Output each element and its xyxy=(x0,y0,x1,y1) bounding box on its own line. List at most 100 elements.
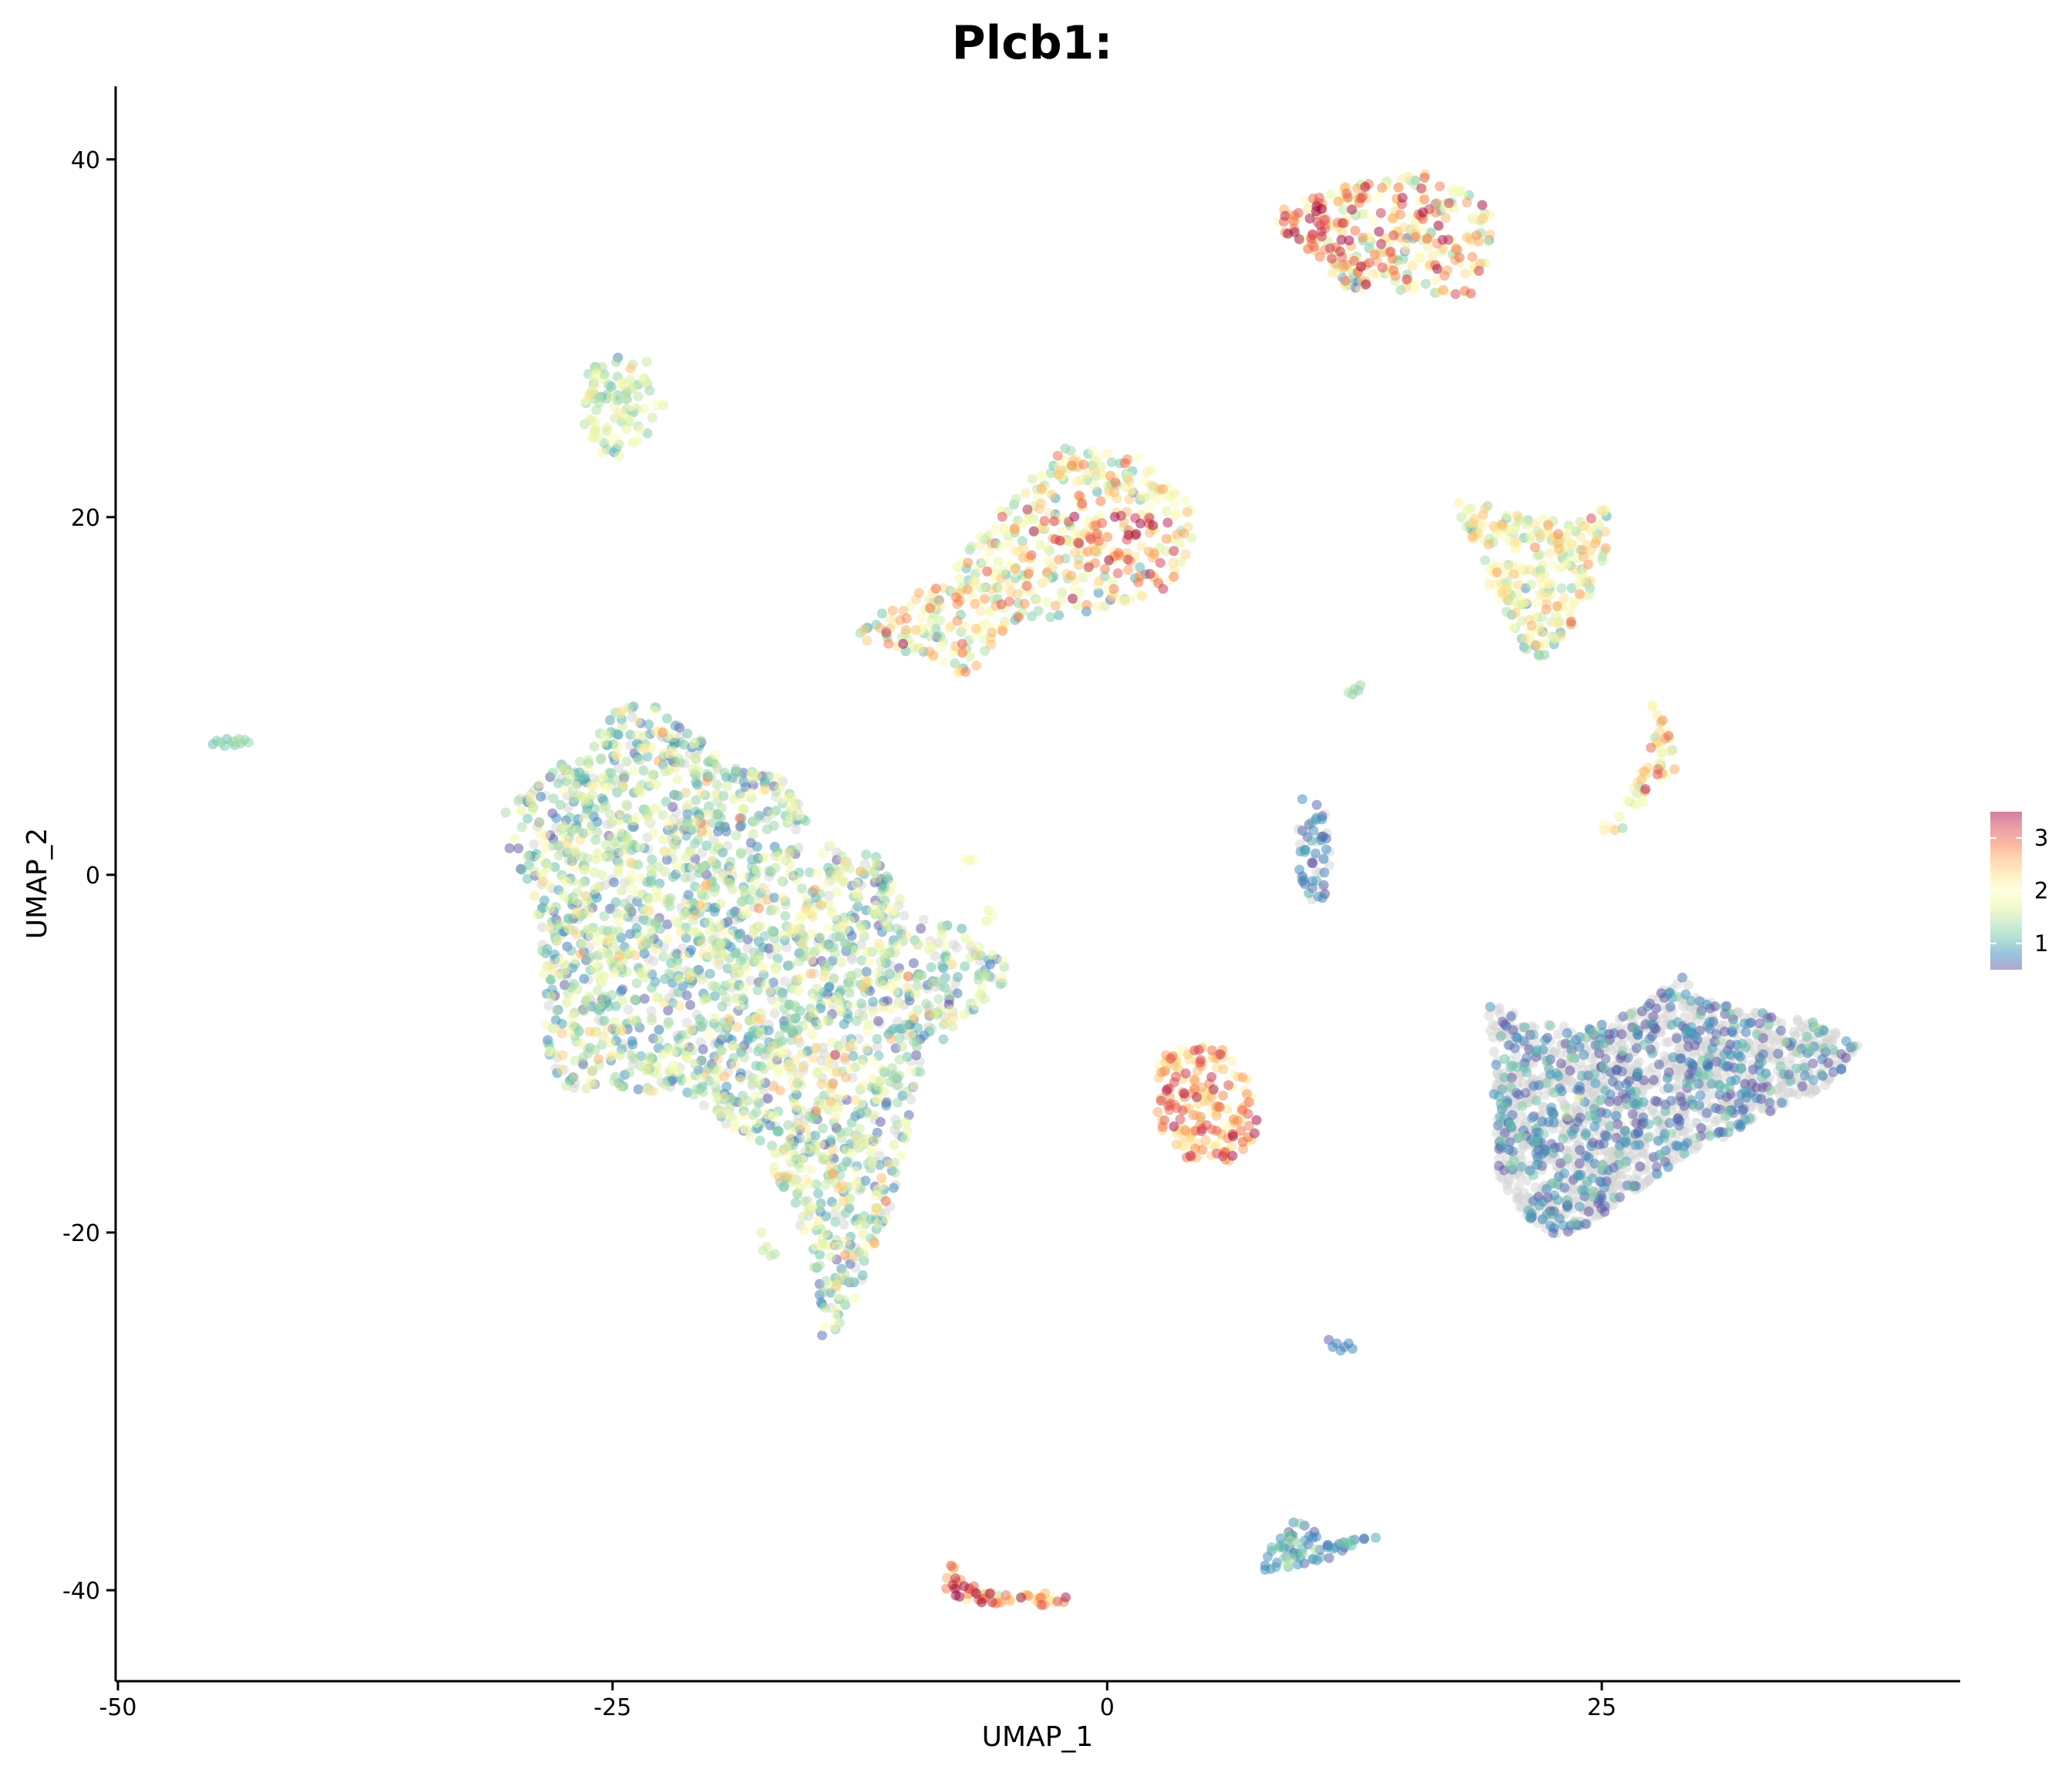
cell-point xyxy=(605,434,616,445)
cell-point xyxy=(610,896,621,907)
cell-point xyxy=(1724,1081,1735,1092)
cell-point xyxy=(861,849,872,860)
cell-point xyxy=(1620,1135,1631,1145)
cell-point xyxy=(1679,1148,1690,1159)
cell-point xyxy=(1509,1043,1520,1054)
cell-point xyxy=(789,802,799,812)
cell-point xyxy=(714,1108,725,1118)
cell-point xyxy=(1458,188,1468,199)
cell-point xyxy=(1611,1132,1622,1143)
cell-point xyxy=(1169,488,1180,499)
cell-point xyxy=(1777,1098,1787,1108)
cell-point xyxy=(649,705,660,716)
cell-point xyxy=(1491,1059,1502,1070)
cell-point xyxy=(644,719,654,730)
cell-point xyxy=(613,864,624,875)
cell-point xyxy=(777,893,788,903)
cell-point xyxy=(1480,555,1490,566)
cell-point xyxy=(1658,1013,1669,1024)
cell-point xyxy=(1671,1033,1682,1044)
cell-point xyxy=(944,990,954,1001)
cell-point xyxy=(923,939,934,950)
cell-point xyxy=(769,820,779,831)
cell-point xyxy=(871,857,882,868)
cell-point xyxy=(1570,1192,1581,1202)
cell-point xyxy=(558,890,569,901)
cell-point xyxy=(806,1201,817,1211)
cell-point xyxy=(570,845,580,856)
cell-point xyxy=(758,852,769,863)
cell-point xyxy=(1597,556,1607,567)
cell-point xyxy=(1630,1140,1641,1151)
cell-point xyxy=(1779,1037,1790,1048)
cell-point xyxy=(1848,1041,1858,1051)
cell-point xyxy=(952,972,963,982)
cell-point xyxy=(886,614,896,624)
cell-point xyxy=(1548,1109,1559,1120)
cell-point xyxy=(837,918,848,929)
cell-point xyxy=(577,939,588,950)
cell-point xyxy=(996,583,1007,594)
cell-point xyxy=(716,925,727,936)
cell-point xyxy=(681,900,691,911)
cell-point xyxy=(560,965,570,976)
cell-point xyxy=(682,809,693,819)
cell-point xyxy=(1597,1027,1608,1038)
cell-point xyxy=(851,879,862,890)
cell-point xyxy=(1574,1092,1584,1103)
cell-point xyxy=(1588,1186,1599,1197)
cell-point xyxy=(1600,1054,1611,1065)
cell-point xyxy=(618,381,629,392)
cell-point xyxy=(624,414,634,425)
cell-point xyxy=(1511,1031,1521,1042)
cell-point xyxy=(651,399,662,410)
cell-point xyxy=(583,755,594,765)
cell-point xyxy=(557,821,568,832)
cell-point xyxy=(793,843,804,853)
cell-point xyxy=(1533,1156,1544,1167)
cell-point xyxy=(588,1079,599,1090)
cell-point xyxy=(1582,1176,1593,1187)
cell-point xyxy=(599,911,610,921)
cell-point xyxy=(748,928,758,939)
cell-point xyxy=(1574,1081,1585,1092)
cell-point xyxy=(1773,1048,1784,1059)
cell-point xyxy=(1300,846,1310,857)
cell-point xyxy=(738,885,748,896)
cell-point xyxy=(1528,1169,1539,1180)
cell-point xyxy=(715,899,726,909)
cell-point xyxy=(654,1035,664,1045)
cell-point xyxy=(779,1004,789,1014)
cell-point xyxy=(1818,1043,1829,1054)
cell-point xyxy=(660,1079,671,1090)
cell-point xyxy=(681,909,691,920)
cell-point xyxy=(997,955,1008,966)
cell-point xyxy=(871,873,882,884)
cell-point xyxy=(1600,1085,1611,1096)
cell-point xyxy=(569,862,580,873)
cell-point xyxy=(1513,1089,1524,1100)
cell-point xyxy=(815,1139,826,1150)
cell-point xyxy=(1611,1111,1622,1122)
cell-point xyxy=(826,1252,836,1263)
cell-point xyxy=(730,1115,741,1126)
cell-point xyxy=(806,954,817,965)
cell-point xyxy=(750,816,760,827)
cell-point xyxy=(936,642,947,653)
cell-point xyxy=(1545,1021,1556,1031)
cell-point xyxy=(729,1060,740,1071)
cell-point xyxy=(709,749,720,760)
cell-point xyxy=(1698,1070,1709,1081)
cell-point xyxy=(1307,836,1317,846)
cell-point xyxy=(1686,995,1697,1006)
cell-point xyxy=(663,1019,674,1030)
cell-point xyxy=(1717,1058,1727,1069)
cell-point xyxy=(1539,1090,1550,1101)
cell-point xyxy=(853,1219,863,1230)
cell-point xyxy=(977,983,987,994)
cell-point xyxy=(1484,1011,1495,1021)
cell-point xyxy=(1337,1538,1347,1549)
cell-point xyxy=(584,906,594,917)
cell-point xyxy=(1665,746,1676,756)
cell-point xyxy=(785,868,796,879)
